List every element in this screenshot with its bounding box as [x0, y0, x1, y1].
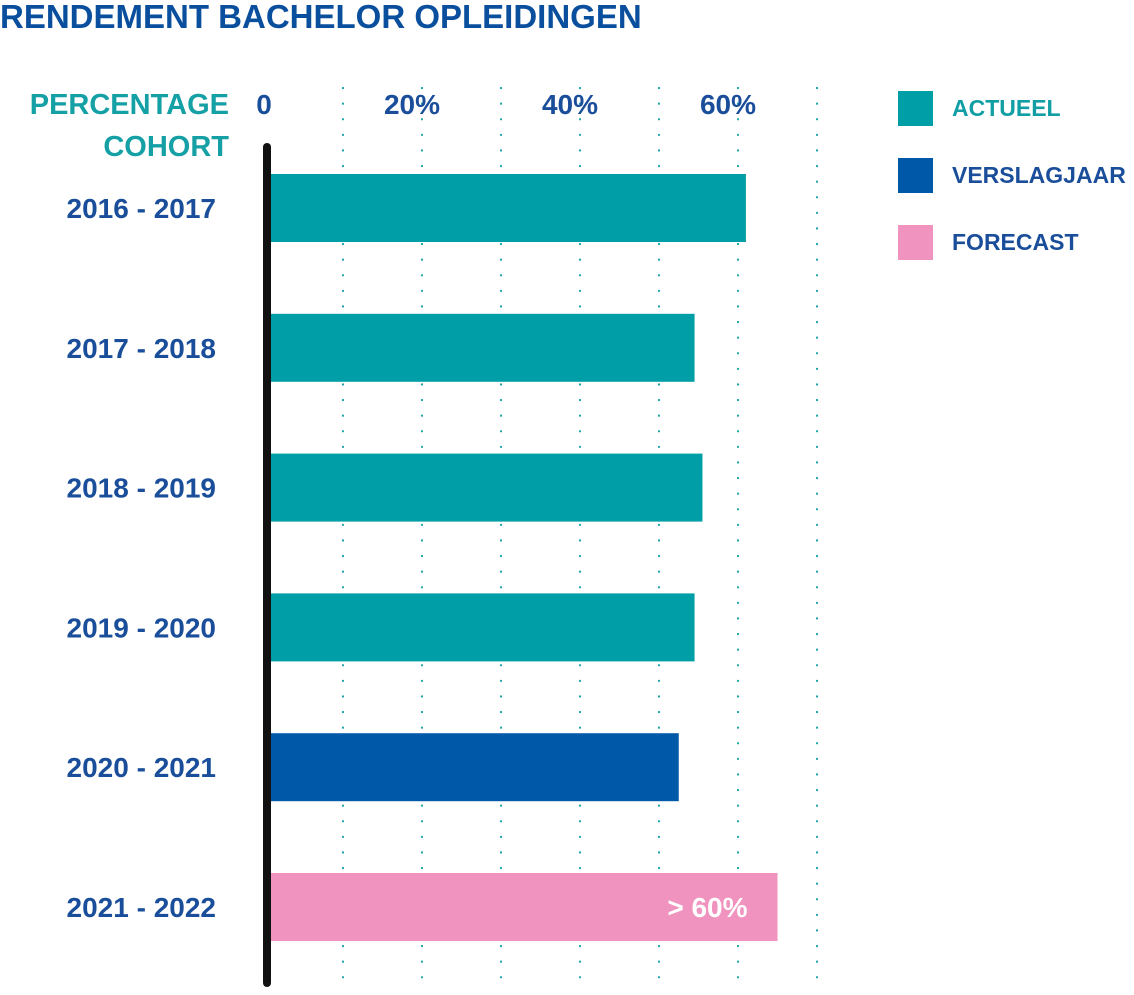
x-tick-label-1: 20% — [384, 89, 440, 120]
legend-label-2: FORECAST — [952, 229, 1079, 255]
category-axis-label-line-1: PERCENTAGE — [30, 89, 229, 121]
x-tick-label-2: 40% — [542, 89, 598, 120]
category-label-2: 2018 - 2019 — [67, 473, 216, 504]
bar-1 — [264, 313, 695, 382]
chart-title: RENDEMENT BACHELOR OPLEIDINGEN — [0, 0, 642, 35]
legend-swatch-2 — [898, 225, 933, 260]
category-label-5: 2021 - 2022 — [67, 892, 216, 923]
category-label-4: 2020 - 2021 — [67, 752, 216, 783]
category-label-0: 2016 - 2017 — [67, 193, 216, 224]
x-tick-label-3: 60% — [700, 89, 756, 120]
bars: > 60% — [264, 174, 778, 941]
legend-label-1: VERSLAGJAAR — [952, 162, 1126, 188]
legend-label-0: ACTUEEL — [952, 95, 1061, 121]
category-label-3: 2019 - 2020 — [67, 612, 216, 643]
bar-4 — [264, 733, 679, 802]
category-label-1: 2017 - 2018 — [67, 333, 216, 364]
category-axis-label-line-2: COHORT — [103, 131, 229, 163]
bar-value-label-5: > 60% — [667, 892, 747, 923]
legend-swatch-1 — [898, 158, 933, 193]
bar-2 — [264, 453, 703, 522]
category-labels: 2016 - 2017 2017 - 2018 2018 - 2019 2019 - … — [67, 193, 216, 923]
bar-5 — [264, 873, 778, 941]
bar-3 — [264, 593, 695, 662]
bar-0 — [264, 174, 746, 242]
x-axis-ticks: 0 20% 40% 60% — [256, 89, 756, 120]
x-tick-label-0: 0 — [256, 89, 272, 120]
legend-swatch-0 — [898, 91, 933, 126]
legend: ACTUEEL VERSLAGJAAR FORECAST — [898, 91, 1126, 260]
